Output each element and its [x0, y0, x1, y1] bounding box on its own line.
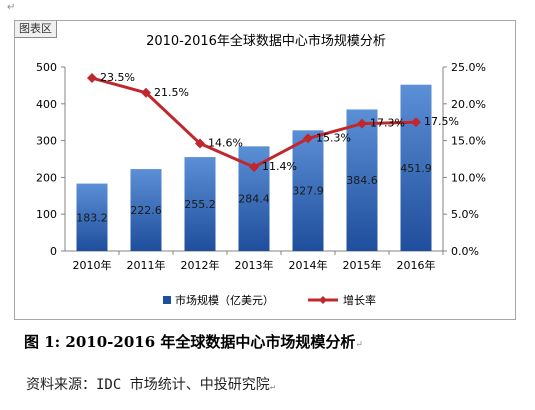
y-axis-left-tick-label: 200: [36, 171, 57, 184]
bar: [130, 169, 162, 251]
y-axis-left-tick-label: 100: [36, 208, 57, 221]
growth-rate-point: [87, 73, 97, 84]
y-axis-right-tick-label: 25.0%: [451, 61, 486, 74]
bar-data-label: 327.9: [292, 185, 324, 198]
paragraph-mark: ↵: [269, 382, 276, 392]
x-axis-tick-label: 2010年: [73, 258, 112, 272]
bar: [76, 183, 108, 251]
x-axis-tick-label: 2014年: [289, 258, 328, 272]
bar: [184, 157, 216, 251]
source-note-text: 资料来源：IDC 市场统计、中投研究院: [26, 377, 270, 393]
y-axis-left-tick-label: 500: [36, 61, 57, 74]
x-axis-tick-label: 2013年: [235, 258, 274, 272]
growth-rate-point: [249, 162, 259, 173]
chart-title: 2010-2016年全球数据中心市场规模分析: [146, 33, 386, 49]
legend-swatch-market-size: [163, 296, 171, 304]
growth-rate-point: [141, 87, 151, 98]
x-axis-tick-label: 2011年: [127, 258, 166, 272]
x-axis-tick-label: 2015年: [343, 258, 382, 272]
growth-rate-data-label: 15.3%: [316, 131, 351, 144]
growth-rate-point: [411, 117, 421, 128]
bar-data-label: 255.2: [184, 198, 216, 211]
bar-data-label: 183.2: [76, 211, 108, 224]
legend-label-growth-rate: 增长率: [343, 293, 376, 307]
figure-caption-text: 图 1: 2010-2016 年全球数据中心市场规模分析: [24, 333, 356, 351]
bar-data-label: 451.9: [400, 162, 432, 175]
growth-rate-data-label: 21.5%: [154, 86, 189, 99]
paragraph-mark: ↵: [7, 2, 16, 13]
growth-rate-data-label: 11.4%: [262, 160, 297, 173]
y-axis-left-tick-label: 300: [36, 135, 57, 148]
bar-data-label: 284.4: [238, 193, 270, 206]
bar: [346, 109, 378, 252]
bar: [292, 130, 324, 251]
paragraph-mark: ↵: [355, 340, 363, 350]
y-axis-right-tick-label: 15.0%: [451, 135, 486, 148]
growth-rate-data-label: 23.5%: [100, 71, 135, 84]
legend-marker-growth-rate: [319, 296, 327, 304]
chart-area-label: 图表区: [15, 21, 57, 38]
growth-rate-point: [195, 138, 205, 149]
y-axis-right-tick-label: 20.0%: [451, 98, 486, 111]
y-axis-right-tick-label: 10.0%: [451, 171, 486, 184]
figure-caption: 图 1: 2010-2016 年全球数据中心市场规模分析↵: [24, 331, 363, 352]
legend-label-market-size: 市场规模（亿美元）: [175, 293, 274, 307]
chart-area[interactable]: 2010-2016年全球数据中心市场规模分析 0 100 200 300 400 500 0…: [14, 20, 516, 320]
x-axis-tick-label: 2012年: [181, 258, 220, 272]
growth-rate-data-label: 17.5%: [424, 115, 459, 128]
growth-rate-point: [303, 133, 313, 144]
bar-data-label: 384.6: [346, 174, 378, 187]
x-axis-tick-label: 2016年: [397, 258, 436, 272]
bar-data-label: 222.6: [130, 204, 162, 217]
growth-rate-data-label: 17.3%: [370, 117, 405, 130]
growth-rate-point: [357, 118, 367, 129]
y-axis-right-tick-label: 5.0%: [451, 208, 479, 221]
growth-rate-data-label: 14.6%: [208, 137, 243, 150]
y-axis-left-tick-label: 400: [36, 98, 57, 111]
y-axis-left-tick-label: 0: [50, 245, 57, 258]
y-axis-right-tick-label: 0.0%: [451, 245, 479, 258]
chart-plot: 2010-2016年全球数据中心市场规模分析 0 100 200 300 400 500 0…: [36, 33, 486, 307]
source-note: 资料来源：IDC 市场统计、中投研究院↵: [26, 374, 275, 394]
bar: [400, 84, 432, 251]
